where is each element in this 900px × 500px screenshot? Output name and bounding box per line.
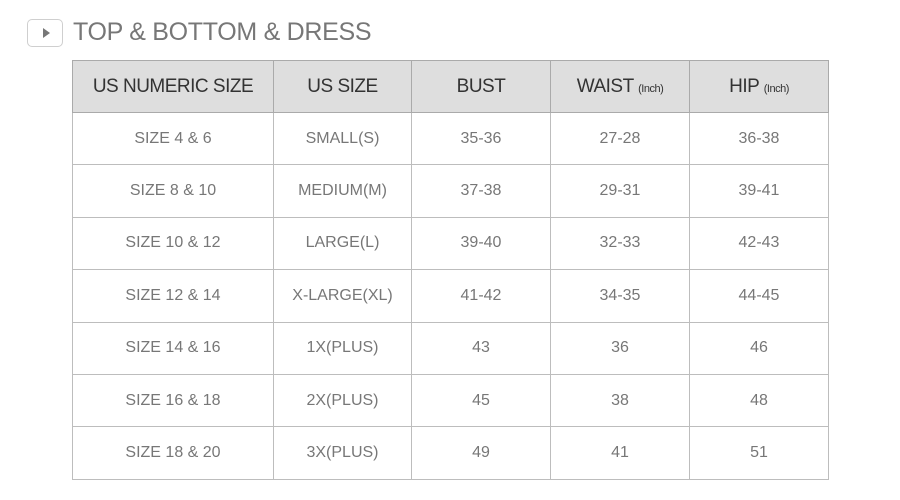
table-row: SIZE 18 & 20 3X(PLUS) 49 41 51 <box>72 426 829 480</box>
table-cell: MEDIUM(M) <box>273 164 412 218</box>
column-header: BUST <box>411 60 551 113</box>
table-cell: 49 <box>411 426 551 480</box>
table-cell: X-LARGE(XL) <box>273 269 412 323</box>
table-cell: SIZE 10 & 12 <box>72 216 274 271</box>
table-cell: 35-36 <box>411 111 551 166</box>
table-cell: 42-43 <box>689 216 829 271</box>
table-cell: 36-38 <box>689 111 829 166</box>
table-cell: SMALL(S) <box>273 111 412 166</box>
table-cell: 39-40 <box>411 216 551 271</box>
table-cell: 51 <box>689 426 829 480</box>
table-cell: SIZE 16 & 18 <box>72 373 274 428</box>
column-header: US NUMERIC SIZE <box>72 60 274 113</box>
column-header: WAIST (Inch) <box>550 60 690 113</box>
column-header-unit: (Inch) <box>763 82 790 95</box>
table-cell: 39-41 <box>689 164 829 218</box>
table-cell: 3X(PLUS) <box>273 426 412 480</box>
table-cell: SIZE 12 & 14 <box>72 269 274 323</box>
table-cell: SIZE 14 & 16 <box>72 321 274 375</box>
table-cell: 45 <box>411 373 551 428</box>
table-cell: 48 <box>689 373 829 428</box>
table-row: SIZE 16 & 18 2X(PLUS) 45 38 48 <box>72 373 829 428</box>
section-title: TOP & BOTTOM & DRESS <box>73 18 372 46</box>
column-header: HIP (Inch) <box>689 60 829 113</box>
table-cell: 41 <box>550 426 690 480</box>
column-header-label: HIP <box>729 75 759 97</box>
size-chart-table: US NUMERIC SIZE US SIZE BUST WAIST (Inch) HI… <box>72 60 829 480</box>
table-cell: 29-31 <box>550 164 690 218</box>
table-cell: LARGE(L) <box>273 216 412 271</box>
column-header-label: WAIST <box>576 75 634 97</box>
table-cell: 36 <box>550 321 690 375</box>
column-header: US SIZE <box>273 60 412 113</box>
table-row: SIZE 4 & 6 SMALL(S) 35-36 27-28 36-38 <box>72 111 829 166</box>
table-row: SIZE 14 & 16 1X(PLUS) 43 36 46 <box>72 321 829 375</box>
table-cell: SIZE 18 & 20 <box>72 426 274 480</box>
table-cell: 34-35 <box>550 269 690 323</box>
table-cell: 37-38 <box>411 164 551 218</box>
table-cell: 43 <box>411 321 551 375</box>
section-header: TOP & BOTTOM & DRESS <box>27 18 372 47</box>
table-cell: 32-33 <box>550 216 690 271</box>
table-cell: 2X(PLUS) <box>273 373 412 428</box>
column-header-label: BUST <box>456 75 506 97</box>
table-header-row: US NUMERIC SIZE US SIZE BUST WAIST (Inch) HI… <box>72 60 829 113</box>
table-cell: 46 <box>689 321 829 375</box>
column-header-unit: (Inch) <box>638 82 664 95</box>
table-cell: 1X(PLUS) <box>273 321 412 375</box>
table-cell: 44-45 <box>689 269 829 323</box>
table-cell: 38 <box>550 373 690 428</box>
table-row: SIZE 8 & 10 MEDIUM(M) 37-38 29-31 39-41 <box>72 164 829 218</box>
table-cell: 41-42 <box>411 269 551 323</box>
column-header-label: US NUMERIC SIZE <box>92 75 254 97</box>
table-cell: SIZE 8 & 10 <box>72 164 274 218</box>
table-cell: 27-28 <box>550 111 690 166</box>
table-row: SIZE 10 & 12 LARGE(L) 39-40 32-33 42-43 <box>72 216 829 271</box>
table-row: SIZE 12 & 14 X-LARGE(XL) 41-42 34-35 44-45 <box>72 269 829 323</box>
column-header-label: US SIZE <box>307 75 378 97</box>
table-cell: SIZE 4 & 6 <box>72 111 274 166</box>
play-icon[interactable] <box>27 18 63 47</box>
